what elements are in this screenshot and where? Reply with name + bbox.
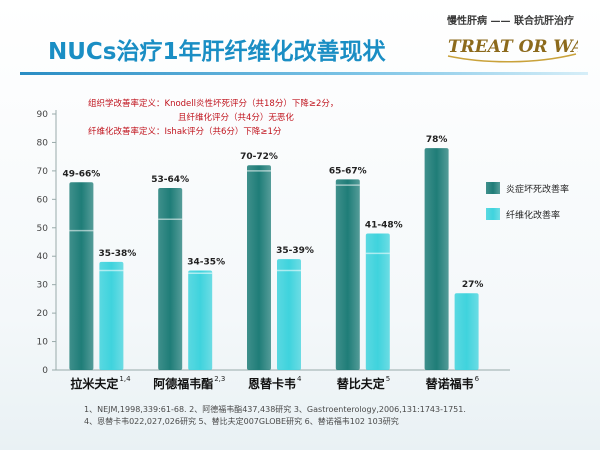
y-tick-label: 50: [37, 224, 49, 234]
category-label: 阿德福韦酯: [153, 376, 213, 391]
y-tick-label: 0: [42, 366, 48, 376]
bar-necro-1: [158, 187, 183, 370]
data-label: 65-67%: [329, 166, 367, 176]
y-tick-label: 90: [37, 110, 49, 120]
y-tick-label: 10: [37, 338, 49, 348]
references: 1、NEJM,1998,339:61-68. 2、阿德福韦酯437,438研究 …: [84, 404, 466, 428]
definition-line-2: 且纤维化评分（共4分）无恶化: [178, 113, 294, 123]
y-tick-label: 40: [37, 252, 49, 262]
category-reference: 2,3: [214, 375, 225, 383]
bar-fib-3: [365, 233, 390, 370]
category-label: 恩替卡韦: [248, 376, 296, 391]
category-reference: 6: [475, 375, 480, 383]
data-label: 78%: [426, 135, 448, 145]
bar-group: [69, 148, 479, 370]
category-label: 替诺福韦: [426, 376, 474, 391]
bar-fib-0: [99, 261, 124, 370]
category-reference: 5: [386, 375, 390, 383]
legend-label: 炎症坏死改善率: [506, 183, 569, 195]
legend-swatch: [486, 182, 500, 194]
legend-label: 纤维化改善率: [506, 209, 560, 221]
y-axis: 0 10 20 30 40 50 60 70 80 90: [37, 110, 510, 376]
data-label: 27%: [462, 280, 484, 290]
brand-logo: TREAT OR WAIT: [447, 37, 578, 63]
data-label: 35-39%: [276, 246, 314, 256]
brand-tagline: 慢性肝病 —— 联合抗肝治疗: [447, 16, 574, 27]
data-label: 35-38%: [98, 249, 136, 259]
data-labels: 49-66% 35-38% 53-64% 34-35% 70-72% 35-39% 65-6…: [62, 135, 483, 290]
category-reference: 4: [297, 375, 302, 383]
reference-line-2: 4、恩替卡韦022,027,026研究 5、替比夫定007GLOBE研究 6、替…: [84, 417, 399, 426]
definition-line-3: 纤维化改善率定义：Ishak评分（共6分）下降≥1分: [88, 127, 282, 137]
slide-title: NUCs治疗1年肝纤维化改善现状: [48, 39, 386, 65]
data-label: 70-72%: [240, 152, 278, 162]
y-tick-label: 60: [37, 195, 49, 205]
definition-line-1: 组织学改善率定义：Knodell炎性坏死评分（共18分）下降≥2分，: [88, 99, 339, 109]
brand-block: 慢性肝病 —— 联合抗肝治疗 TREAT OR WAIT: [438, 12, 578, 72]
data-label: 49-66%: [62, 169, 100, 179]
title-divider: [20, 72, 588, 75]
legend-swatch: [486, 208, 500, 220]
brand-logo-text: TREAT OR WAIT: [448, 37, 578, 57]
data-label: 41-48%: [365, 220, 403, 230]
bar-fib-1: [188, 270, 213, 370]
y-tick-label: 20: [37, 309, 49, 319]
y-tick-label: 70: [37, 167, 49, 177]
bar-necro-2: [247, 165, 271, 370]
bar-fib-2: [277, 259, 301, 370]
category-reference: 1,4: [119, 375, 131, 383]
y-tick-label: 30: [37, 281, 49, 291]
bar-fib-4: [454, 293, 479, 370]
bar-necro-4: [424, 148, 449, 370]
bar-necro-3: [335, 179, 360, 370]
data-label: 53-64%: [151, 175, 189, 185]
category-labels: 拉米夫定 1,4 阿德福韦酯 2,3 恩替卡韦 4 替比夫定 5 替诺福韦 6: [70, 375, 479, 391]
category-label: 拉米夫定: [70, 376, 118, 391]
bar-necro-0: [69, 182, 94, 370]
y-tick-label: 80: [37, 138, 49, 148]
data-label: 34-35%: [187, 257, 225, 267]
category-label: 替比夫定: [337, 376, 385, 391]
reference-line-1: 1、NEJM,1998,339:61-68. 2、阿德福韦酯437,438研究 …: [84, 405, 466, 414]
